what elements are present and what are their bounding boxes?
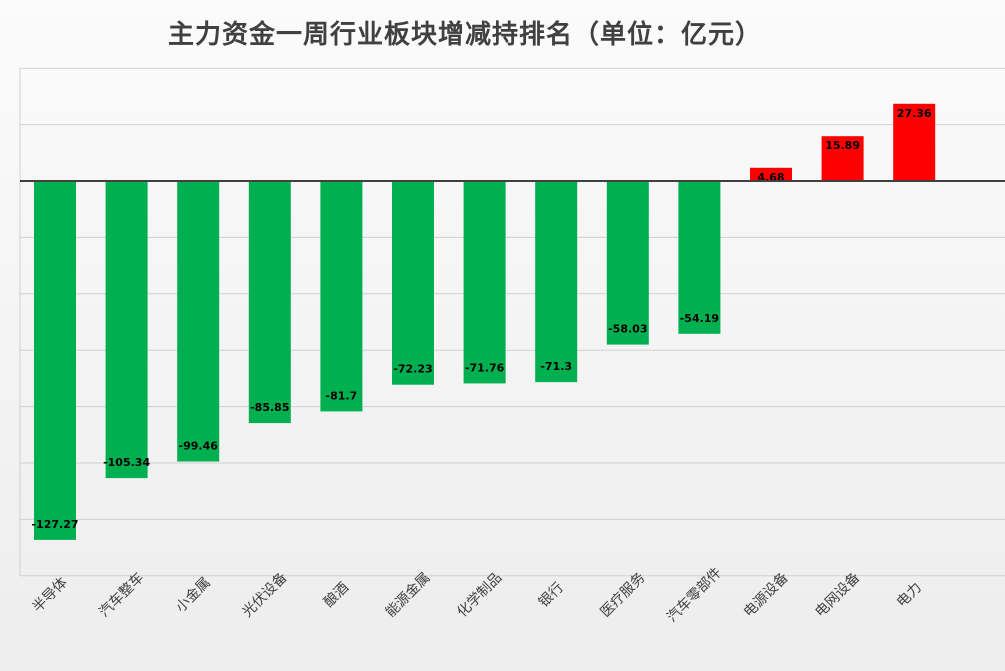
data-label: -71.76 <box>465 361 505 374</box>
data-label: 15.89 <box>825 139 860 152</box>
data-label: -85.85 <box>250 401 289 414</box>
data-label: -127.27 <box>31 518 78 531</box>
data-label: -99.46 <box>179 440 219 453</box>
category-label: 酿酒 <box>321 580 352 611</box>
category-label: 银行 <box>536 580 567 611</box>
bar-3 <box>177 181 220 462</box>
category-label: 医疗服务 <box>598 570 649 621</box>
bar-2 <box>105 181 148 479</box>
category-label: 小金属 <box>173 575 214 616</box>
bar-4 <box>248 181 291 424</box>
bar-12 <box>821 136 864 181</box>
bar-6 <box>392 181 434 385</box>
category-label: 化学制品 <box>454 570 505 621</box>
category-label: 能源金属 <box>383 570 434 621</box>
bar-13 <box>893 103 936 181</box>
data-label: -81.7 <box>326 389 358 402</box>
data-label: -71.3 <box>540 360 572 373</box>
category-label: 半导体 <box>30 575 71 616</box>
data-label: 27.36 <box>897 107 932 120</box>
bar-7 <box>463 181 506 384</box>
category-label: 电网设备 <box>812 569 864 621</box>
category-label: 汽车整车 <box>96 569 148 621</box>
bar-9 <box>606 181 649 345</box>
category-label: 汽车零部件 <box>663 564 725 626</box>
category-label: 电力 <box>894 580 925 611</box>
data-label: -54.19 <box>680 312 719 325</box>
bar-8 <box>535 181 578 383</box>
bar-5 <box>320 181 363 412</box>
chart-title: 主力资金一周行业板块增减持排名（单位：亿元） <box>167 20 762 50</box>
data-label: -58.03 <box>608 323 647 336</box>
bar-10 <box>678 181 721 334</box>
category-label: 光伏设备 <box>239 569 291 621</box>
data-label: -105.34 <box>103 456 150 469</box>
data-label: -72.23 <box>393 363 432 376</box>
category-label: 电源设备 <box>740 569 792 621</box>
bar-11 <box>750 167 792 181</box>
bar-1 <box>34 181 76 540</box>
